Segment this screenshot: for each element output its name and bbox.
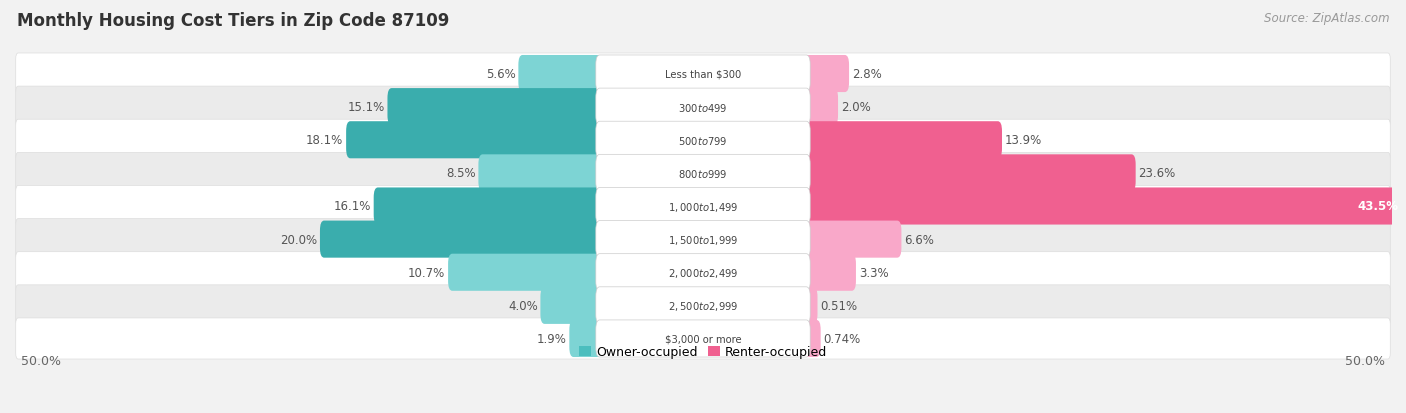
- FancyBboxPatch shape: [478, 155, 603, 192]
- Text: 0.74%: 0.74%: [824, 332, 860, 345]
- FancyBboxPatch shape: [596, 89, 810, 126]
- FancyBboxPatch shape: [540, 287, 603, 324]
- Text: 16.1%: 16.1%: [333, 200, 371, 213]
- FancyBboxPatch shape: [596, 56, 810, 93]
- Text: 2.0%: 2.0%: [841, 101, 870, 114]
- FancyBboxPatch shape: [346, 122, 603, 159]
- FancyBboxPatch shape: [803, 287, 817, 324]
- Text: Monthly Housing Cost Tiers in Zip Code 87109: Monthly Housing Cost Tiers in Zip Code 8…: [17, 12, 450, 30]
- FancyBboxPatch shape: [596, 188, 810, 225]
- FancyBboxPatch shape: [15, 318, 1391, 359]
- Text: 0.51%: 0.51%: [820, 299, 858, 312]
- Text: 18.1%: 18.1%: [307, 134, 343, 147]
- Text: 4.0%: 4.0%: [508, 299, 537, 312]
- Text: 23.6%: 23.6%: [1139, 167, 1175, 180]
- Text: 2.8%: 2.8%: [852, 68, 882, 81]
- FancyBboxPatch shape: [803, 320, 821, 357]
- Text: 5.6%: 5.6%: [486, 68, 516, 81]
- FancyBboxPatch shape: [15, 54, 1391, 95]
- FancyBboxPatch shape: [519, 56, 603, 93]
- Text: $1,500 to $1,999: $1,500 to $1,999: [668, 233, 738, 246]
- Text: 13.9%: 13.9%: [1005, 134, 1042, 147]
- FancyBboxPatch shape: [596, 155, 810, 192]
- FancyBboxPatch shape: [15, 285, 1391, 326]
- Text: 20.0%: 20.0%: [280, 233, 318, 246]
- FancyBboxPatch shape: [569, 320, 603, 357]
- Text: 1.9%: 1.9%: [537, 332, 567, 345]
- FancyBboxPatch shape: [803, 89, 838, 126]
- Text: $2,500 to $2,999: $2,500 to $2,999: [668, 299, 738, 312]
- FancyBboxPatch shape: [15, 186, 1391, 227]
- FancyBboxPatch shape: [803, 221, 901, 258]
- Text: Less than $300: Less than $300: [665, 69, 741, 79]
- FancyBboxPatch shape: [596, 122, 810, 159]
- Text: $2,000 to $2,499: $2,000 to $2,499: [668, 266, 738, 279]
- Text: 15.1%: 15.1%: [347, 101, 385, 114]
- FancyBboxPatch shape: [803, 155, 1136, 192]
- Text: $1,000 to $1,499: $1,000 to $1,499: [668, 200, 738, 213]
- Text: 8.5%: 8.5%: [446, 167, 475, 180]
- FancyBboxPatch shape: [15, 219, 1391, 260]
- FancyBboxPatch shape: [321, 221, 603, 258]
- FancyBboxPatch shape: [596, 287, 810, 324]
- FancyBboxPatch shape: [388, 89, 603, 126]
- FancyBboxPatch shape: [374, 188, 603, 225]
- FancyBboxPatch shape: [596, 221, 810, 258]
- FancyBboxPatch shape: [803, 122, 1002, 159]
- Text: $300 to $499: $300 to $499: [678, 102, 728, 113]
- Text: $3,000 or more: $3,000 or more: [665, 334, 741, 344]
- Text: $500 to $799: $500 to $799: [678, 135, 728, 146]
- FancyBboxPatch shape: [596, 254, 810, 291]
- Text: 3.3%: 3.3%: [859, 266, 889, 279]
- FancyBboxPatch shape: [15, 153, 1391, 194]
- FancyBboxPatch shape: [15, 252, 1391, 293]
- Text: 50.0%: 50.0%: [21, 354, 60, 367]
- FancyBboxPatch shape: [803, 188, 1406, 225]
- Text: $800 to $999: $800 to $999: [678, 168, 728, 179]
- FancyBboxPatch shape: [803, 56, 849, 93]
- Text: 6.6%: 6.6%: [904, 233, 934, 246]
- Text: Source: ZipAtlas.com: Source: ZipAtlas.com: [1264, 12, 1389, 25]
- Text: 10.7%: 10.7%: [408, 266, 446, 279]
- FancyBboxPatch shape: [15, 87, 1391, 128]
- Legend: Owner-occupied, Renter-occupied: Owner-occupied, Renter-occupied: [574, 341, 832, 363]
- FancyBboxPatch shape: [449, 254, 603, 291]
- FancyBboxPatch shape: [803, 254, 856, 291]
- Text: 50.0%: 50.0%: [1346, 354, 1385, 367]
- Text: 43.5%: 43.5%: [1358, 200, 1399, 213]
- FancyBboxPatch shape: [596, 320, 810, 357]
- FancyBboxPatch shape: [15, 120, 1391, 161]
